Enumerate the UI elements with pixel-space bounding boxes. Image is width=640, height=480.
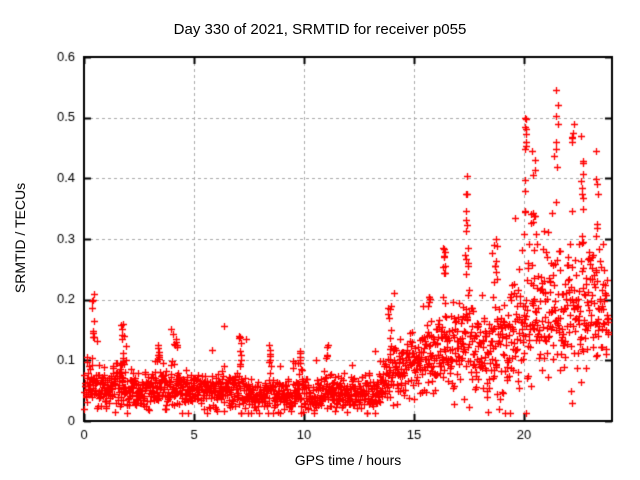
chart-title: Day 330 of 2021, SRMTID for receiver p05… [173, 21, 467, 38]
y-axis-label: SRMTID / TECUs [12, 182, 28, 294]
x-axis-label: GPS time / hours [294, 452, 402, 468]
